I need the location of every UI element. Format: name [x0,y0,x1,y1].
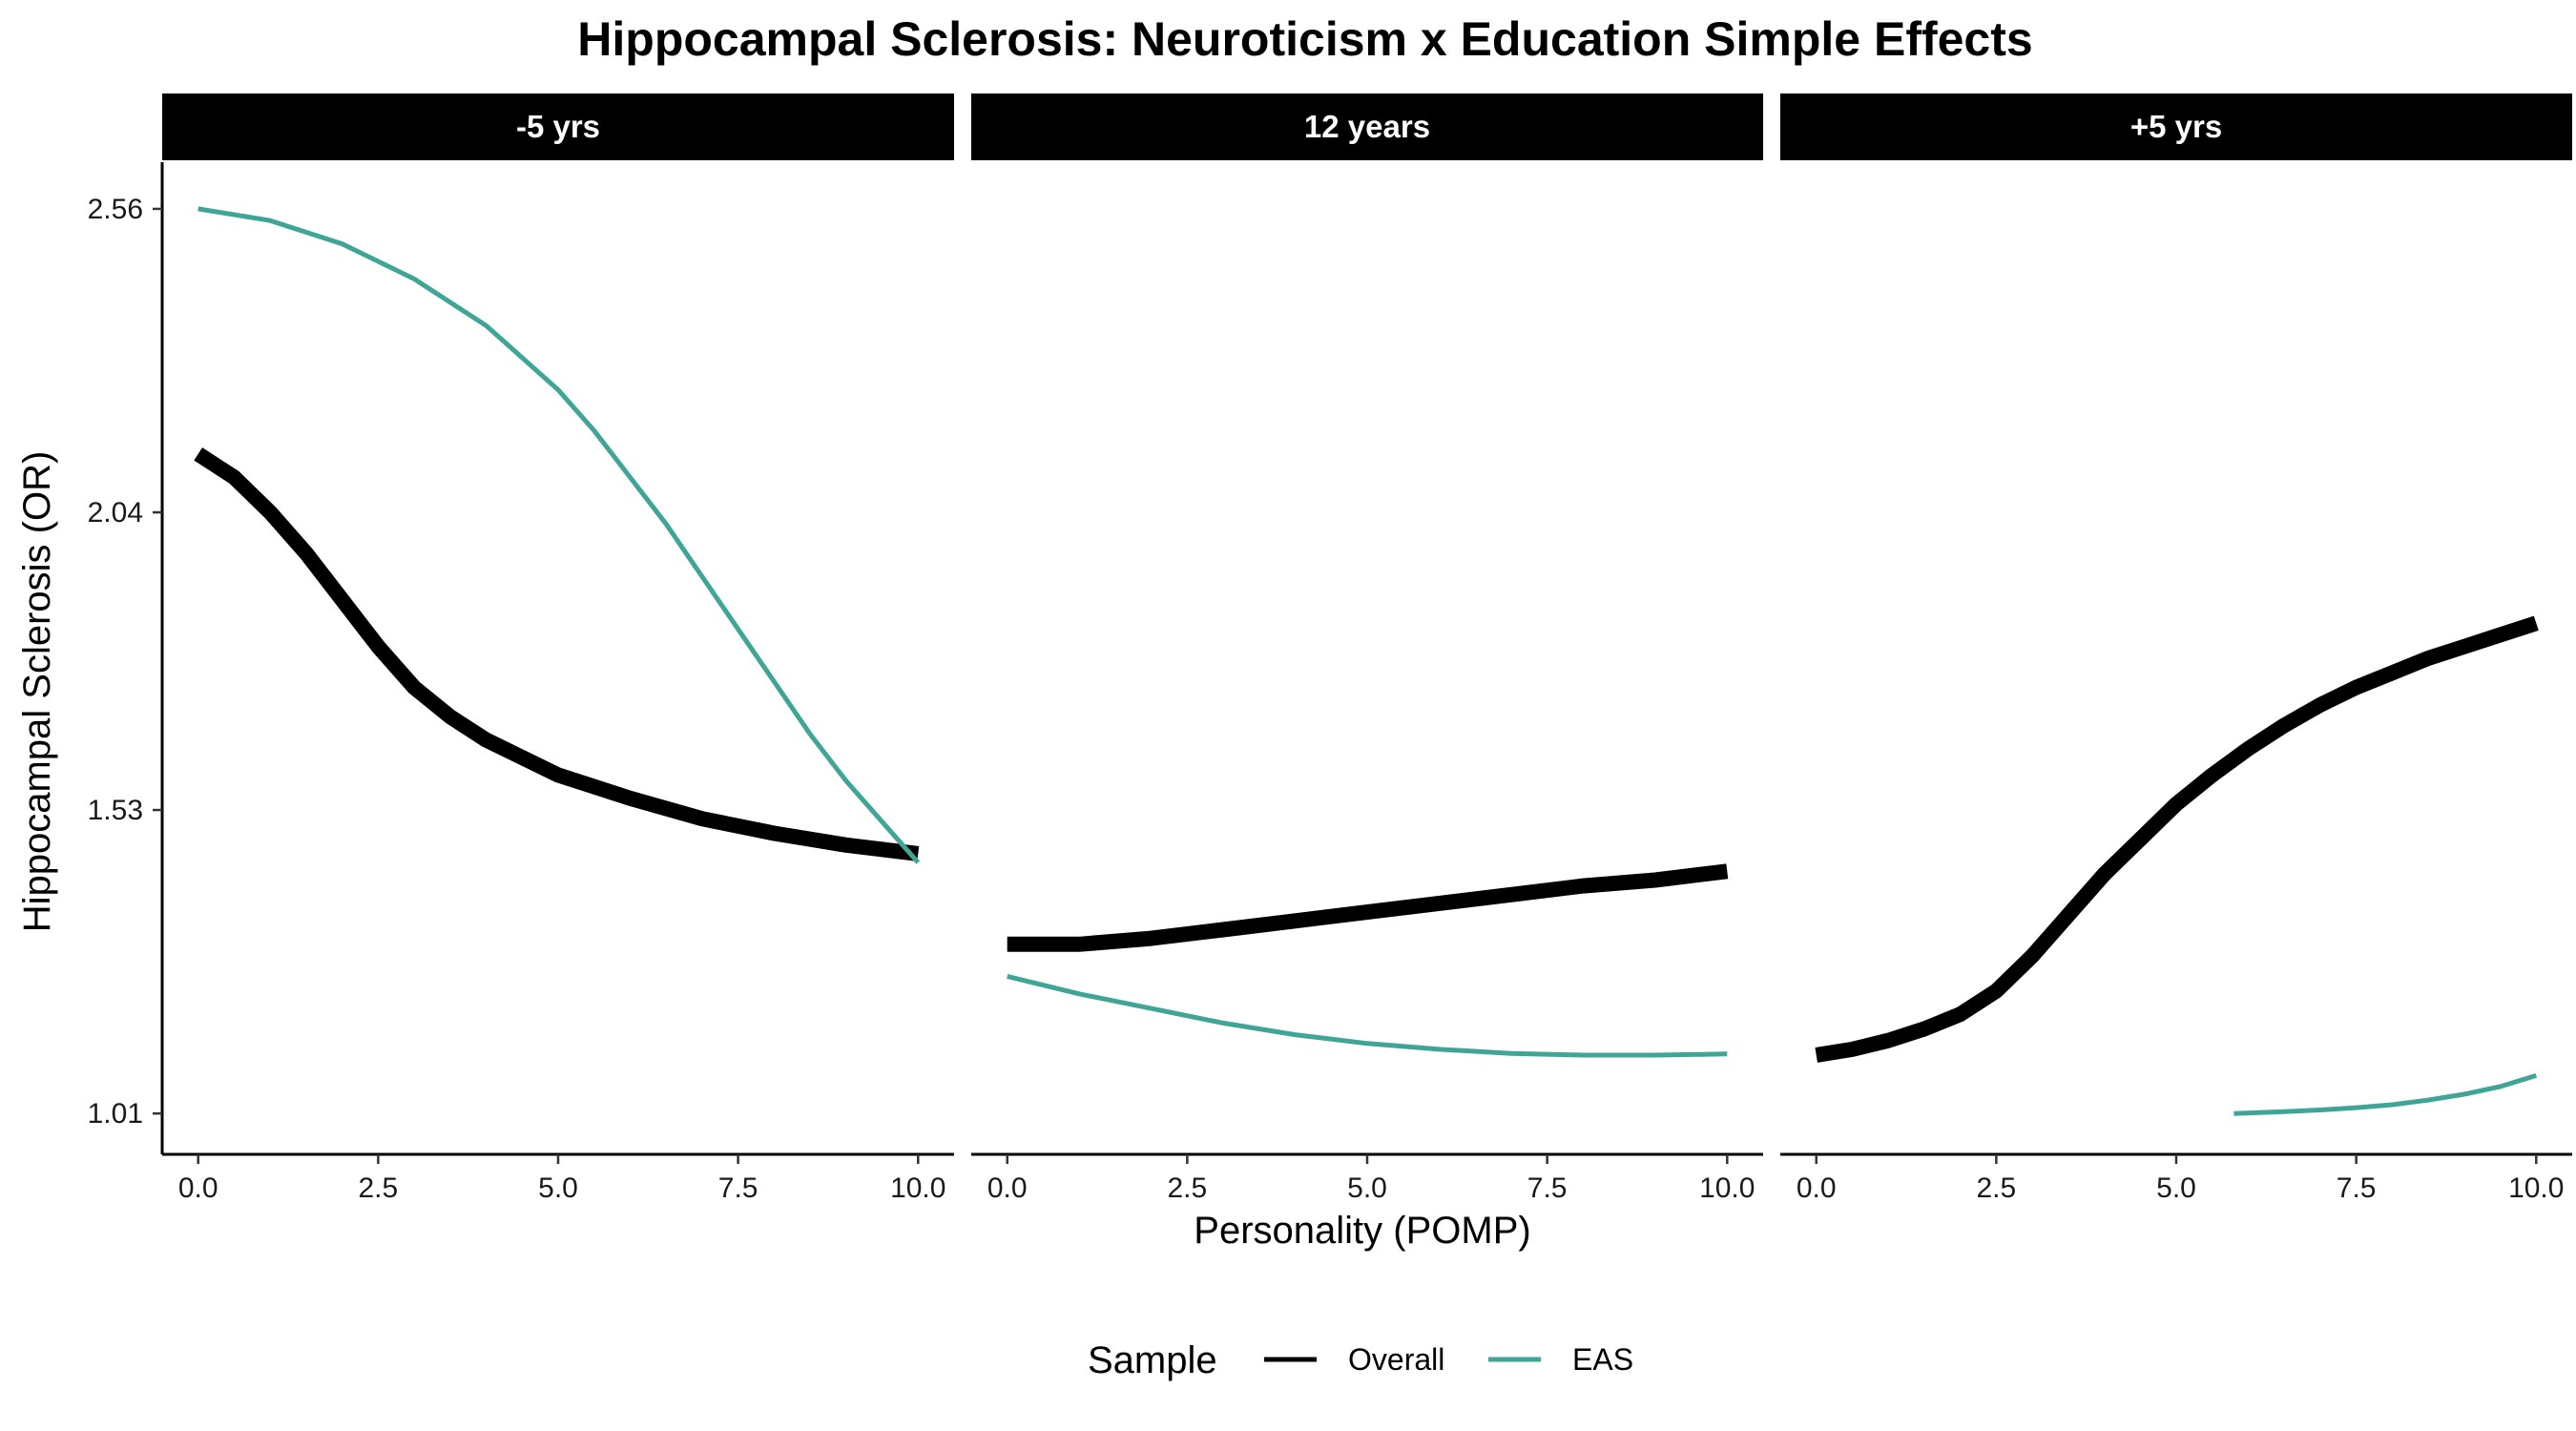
x-tick-label: 2.5 [359,1172,399,1204]
facet-strip [162,93,954,160]
facet-strip [971,93,1763,160]
facet-strip-label: -5 yrs [516,109,600,144]
x-tick-label: 7.5 [718,1172,758,1204]
y-axis-title: Hippocampal Sclerosis (OR) [16,451,58,933]
legend: Sample Overall EAS [1088,1339,1633,1381]
x-tick-label: 5.0 [1347,1172,1387,1204]
facet-strip-label: 12 years [1304,109,1430,144]
facet-panel: +5 yrs 0.0 2.5 5.0 7.5 10.0 [1780,93,2572,1204]
x-tick-label: 0.0 [1797,1172,1837,1204]
legend-label-eas: EAS [1572,1342,1633,1377]
series-line-overall [1007,863,1729,952]
y-tick-label: 2.04 [88,497,143,529]
x-tick-label: 7.5 [1527,1172,1568,1204]
legend-title: Sample [1088,1339,1217,1381]
x-tick-label: 5.0 [538,1172,578,1204]
series-line-eas [197,206,921,864]
series-line-overall [1815,615,2539,1063]
x-tick-label: 2.5 [1977,1172,2017,1204]
x-tick-label: 10.0 [1699,1172,1755,1204]
x-tick-label: 0.0 [178,1172,218,1204]
y-tick-label: 1.53 [88,795,143,826]
facet-strip [1780,93,2572,160]
y-tick-label: 2.56 [88,194,143,225]
x-tick-label: 10.0 [2508,1172,2564,1204]
facet-strip-label: +5 yrs [2130,109,2222,144]
chart-title: Hippocampal Sclerosis: Neuroticism x Edu… [577,12,2032,66]
facet-panel: -5 yrs 0.0 2.5 5.0 7.5 10.0 [162,93,954,1204]
x-tick-label: 7.5 [2337,1172,2377,1204]
series-line-eas [2233,1073,2538,1116]
series-line-overall [194,447,920,861]
legend-label-overall: Overall [1348,1342,1444,1377]
x-tick-label: 5.0 [2156,1172,2196,1204]
x-axis-title: Personality (POMP) [1194,1210,1530,1252]
x-tick-label: 2.5 [1168,1172,1208,1204]
facet-panels: -5 yrs 0.0 2.5 5.0 7.5 10.0 12 years 0.0 2.5 5.0 7… [162,93,2572,1204]
y-axis: 1.01 1.53 2.04 2.56 [88,162,164,1154]
y-tick-label: 1.01 [88,1098,143,1130]
facet-panel: 12 years 0.0 2.5 5.0 7.5 10.0 [971,93,1763,1204]
x-tick-label: 0.0 [987,1172,1028,1204]
x-tick-label: 10.0 [890,1172,945,1204]
series-line-eas [1007,973,1728,1058]
